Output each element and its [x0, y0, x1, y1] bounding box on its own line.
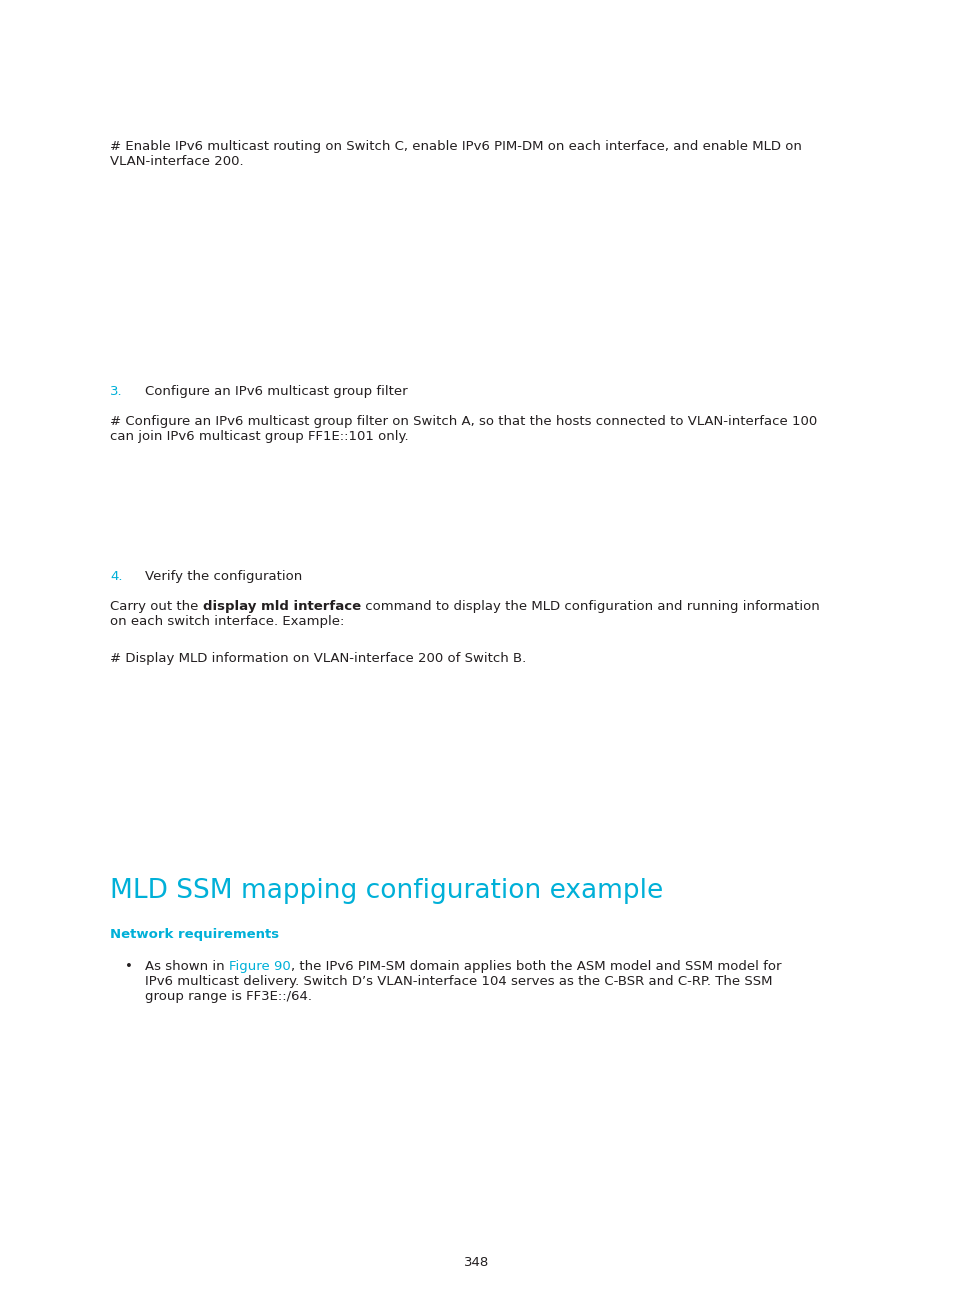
Text: command to display the MLD configuration and running information: command to display the MLD configuration… [360, 600, 819, 613]
Text: , the IPv6 PIM-SM domain applies both the ASM model and SSM model for: , the IPv6 PIM-SM domain applies both th… [291, 960, 781, 973]
Text: Configure an IPv6 multicast group filter: Configure an IPv6 multicast group filter [145, 385, 407, 398]
Text: VLAN-interface 200.: VLAN-interface 200. [110, 156, 243, 168]
Text: Carry out the: Carry out the [110, 600, 202, 613]
Text: IPv6 multicast delivery. Switch D’s VLAN-interface 104 serves as the C-BSR and C: IPv6 multicast delivery. Switch D’s VLAN… [145, 975, 772, 988]
Text: # Enable IPv6 multicast routing on Switch C, enable IPv6 PIM-DM on each interfac: # Enable IPv6 multicast routing on Switc… [110, 140, 801, 153]
Text: MLD SSM mapping configuration example: MLD SSM mapping configuration example [110, 877, 662, 905]
Text: As shown in: As shown in [145, 960, 229, 973]
Text: 4.: 4. [110, 570, 122, 583]
Text: can join IPv6 multicast group FF1E::101 only.: can join IPv6 multicast group FF1E::101 … [110, 430, 408, 443]
Text: Network requirements: Network requirements [110, 928, 279, 941]
Text: on each switch interface. Example:: on each switch interface. Example: [110, 616, 344, 629]
Text: •: • [125, 960, 132, 973]
Text: display mld interface: display mld interface [202, 600, 360, 613]
Text: group range is FF3E::/64.: group range is FF3E::/64. [145, 990, 312, 1003]
Text: Verify the configuration: Verify the configuration [145, 570, 302, 583]
Text: # Display MLD information on VLAN-interface 200 of Switch B.: # Display MLD information on VLAN-interf… [110, 652, 526, 665]
Text: Figure 90: Figure 90 [229, 960, 291, 973]
Text: # Configure an IPv6 multicast group filter on Switch A, so that the hosts connec: # Configure an IPv6 multicast group filt… [110, 415, 817, 428]
Text: 3.: 3. [110, 385, 123, 398]
Text: 348: 348 [464, 1256, 489, 1269]
